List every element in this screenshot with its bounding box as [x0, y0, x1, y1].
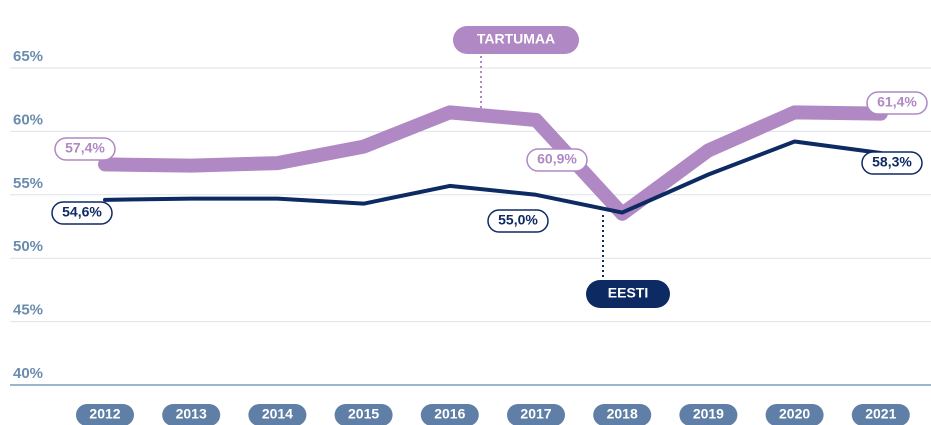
x-tick-label: 2015 [348, 406, 379, 422]
legend-pill [586, 280, 670, 308]
value-label-box [54, 137, 116, 161]
legend-label: EESTI [608, 285, 648, 301]
x-tick-label: 2017 [520, 406, 551, 422]
year-pill [76, 404, 134, 425]
value-label: 60,9% [537, 151, 577, 167]
year-pill [765, 404, 824, 425]
value-label-box [861, 151, 923, 175]
x-tick-label: 2021 [865, 406, 896, 422]
x-tick-label: 2013 [176, 406, 207, 422]
value-label-box [866, 91, 928, 115]
year-pill [334, 404, 393, 425]
value-label-box [487, 209, 549, 233]
x-tick-label: 2018 [607, 406, 638, 422]
year-pill [248, 404, 307, 425]
series-line [98, 105, 888, 221]
value-label: 55,0% [498, 212, 538, 228]
value-label: 61,4% [877, 94, 917, 110]
y-tick-label: 40% [13, 365, 43, 382]
value-label-box [51, 201, 113, 225]
y-tick-label: 55% [13, 175, 43, 192]
value-label-box [526, 148, 588, 172]
year-pill [593, 404, 652, 425]
y-tick-label: 60% [13, 111, 43, 128]
y-tick-label: 50% [13, 238, 43, 255]
x-tick-label: 2012 [89, 406, 120, 422]
x-tick-label: 2020 [779, 406, 810, 422]
legend-label: TARTUMAA [477, 31, 555, 47]
y-tick-label: 65% [13, 48, 43, 65]
year-pill [507, 404, 565, 425]
series-line [103, 139, 883, 215]
year-pill [420, 404, 479, 425]
x-tick-label: 2014 [262, 406, 293, 422]
legend-pill [453, 26, 579, 54]
year-pill [679, 404, 738, 425]
value-label: 54,6% [62, 204, 102, 220]
value-label: 58,3% [872, 154, 912, 170]
y-tick-label: 45% [13, 302, 43, 319]
value-label: 57,4% [65, 140, 105, 156]
x-tick-label: 2019 [693, 406, 724, 422]
year-pill [851, 404, 910, 425]
year-pill [162, 404, 221, 425]
x-tick-label: 2016 [434, 406, 465, 422]
